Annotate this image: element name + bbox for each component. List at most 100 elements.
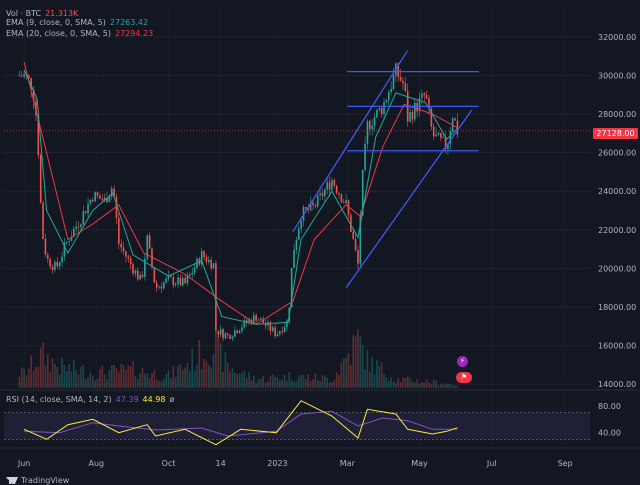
rsi-legend-extra: ø bbox=[169, 395, 175, 404]
candle-body bbox=[177, 277, 179, 285]
candle-body bbox=[385, 100, 388, 103]
candle-body bbox=[279, 331, 281, 335]
price-tick-label: 20000.00 bbox=[598, 264, 636, 273]
candle-body bbox=[411, 112, 414, 120]
volume-bar bbox=[338, 374, 340, 388]
candle-body bbox=[340, 194, 343, 203]
price-tick-label: 24000.00 bbox=[598, 187, 636, 196]
volume-bar bbox=[390, 377, 392, 388]
candle-body bbox=[179, 277, 182, 286]
volume-bar bbox=[345, 357, 347, 388]
volume-bar bbox=[44, 365, 47, 388]
candle-body bbox=[428, 98, 430, 109]
volume-legend[interactable]: Vol · BTC 21.313K bbox=[6, 8, 78, 19]
lightning-icon[interactable]: ⚡ bbox=[457, 356, 468, 367]
candle-body bbox=[170, 275, 172, 278]
candle-body bbox=[136, 270, 139, 280]
volume-bar bbox=[276, 377, 279, 388]
candle-body bbox=[409, 112, 411, 122]
volume-bar bbox=[30, 355, 33, 388]
tradingview-logo-text: TradingView bbox=[21, 476, 70, 485]
volume-bar bbox=[127, 365, 130, 388]
ema9-legend[interactable]: EMA (9, close, 0, SMA, 5) 27263.42 bbox=[6, 17, 148, 28]
volume-bar bbox=[234, 372, 236, 388]
volume-bar bbox=[134, 376, 137, 388]
trendline-channel-upper[interactable] bbox=[292, 50, 409, 233]
candle-body bbox=[106, 197, 108, 203]
candle-body bbox=[49, 258, 51, 267]
candle-body bbox=[250, 319, 253, 324]
volume-bar bbox=[260, 378, 262, 388]
volume-bar bbox=[411, 381, 414, 388]
candle-body bbox=[118, 218, 120, 244]
ema20-legend[interactable]: EMA (20, close, 0, SMA, 5) 27294.23 bbox=[6, 28, 153, 39]
volume-bar bbox=[236, 373, 239, 388]
candle-body bbox=[371, 125, 373, 130]
time-tick-label: Jun bbox=[17, 459, 31, 468]
rsi-legend[interactable]: RSI (14, close, SMA, 14, 2) 47.39 44.98 ø bbox=[6, 394, 174, 405]
volume-bar bbox=[215, 335, 217, 388]
volume-bar bbox=[302, 374, 305, 388]
trendlines[interactable] bbox=[292, 50, 479, 289]
candle-body bbox=[447, 143, 449, 150]
volume-bar bbox=[65, 370, 68, 388]
candle-body bbox=[255, 315, 257, 321]
volume-bar bbox=[200, 369, 203, 388]
volume-bar bbox=[181, 370, 184, 388]
volume-bar bbox=[103, 374, 106, 388]
candle-body bbox=[378, 108, 381, 111]
volume-bar bbox=[269, 375, 272, 388]
candle-body bbox=[89, 199, 92, 204]
volume-bar bbox=[184, 367, 186, 388]
rsi-legend-label: RSI (14, close, SMA, 14, 2) bbox=[6, 395, 112, 404]
volume-bar bbox=[361, 345, 364, 388]
time-tick-label: Aug bbox=[89, 459, 105, 468]
volume-bar bbox=[172, 365, 175, 388]
volume-bar bbox=[155, 379, 158, 388]
volume-bar bbox=[35, 366, 37, 388]
tradingview-logo[interactable]: TradingView bbox=[6, 476, 69, 485]
price-tick-label: 28000.00 bbox=[598, 110, 636, 119]
volume-bar bbox=[224, 352, 227, 388]
candles bbox=[18, 62, 459, 342]
candle-body bbox=[416, 102, 418, 112]
volume-bar bbox=[217, 335, 220, 388]
volume-bar bbox=[456, 385, 459, 388]
candle-body bbox=[271, 327, 274, 331]
volume-bar bbox=[369, 371, 371, 388]
candle-body bbox=[305, 207, 307, 209]
volume-bar bbox=[409, 378, 411, 388]
price-tick-label: 26000.00 bbox=[598, 149, 636, 158]
volume-bar bbox=[331, 382, 333, 388]
candle-body bbox=[165, 278, 167, 283]
volume-bar bbox=[309, 380, 312, 388]
volume-bar bbox=[89, 372, 92, 388]
volume-bar bbox=[454, 385, 456, 388]
candle-body bbox=[238, 330, 241, 333]
candle-body bbox=[449, 131, 452, 144]
candle-body bbox=[99, 195, 101, 199]
volume-bar bbox=[295, 380, 298, 388]
volume-bar bbox=[300, 374, 302, 388]
candle-body bbox=[324, 189, 326, 197]
candle-body bbox=[110, 188, 113, 197]
volume-bar bbox=[32, 371, 35, 388]
volume-bar bbox=[371, 356, 373, 388]
trendline-channel-lower[interactable] bbox=[345, 109, 473, 289]
volume-bar bbox=[167, 370, 170, 388]
candle-body bbox=[364, 143, 366, 170]
time-tick-label: Mar bbox=[340, 459, 356, 468]
volume-bar bbox=[208, 364, 210, 388]
ema20-legend-label: EMA (20, close, 0, SMA, 5) bbox=[6, 29, 111, 38]
candle-body bbox=[200, 251, 203, 265]
volume-bar bbox=[49, 371, 51, 388]
flag-icon[interactable]: ⚑ bbox=[456, 372, 472, 383]
volume-bar bbox=[191, 348, 194, 388]
time-tick-label: 14 bbox=[216, 459, 226, 468]
candle-body bbox=[54, 261, 56, 271]
candle-body bbox=[155, 282, 158, 288]
volume-legend-label: Vol · BTC bbox=[6, 9, 42, 18]
candle-body bbox=[20, 75, 23, 77]
volume-bar bbox=[281, 379, 284, 388]
